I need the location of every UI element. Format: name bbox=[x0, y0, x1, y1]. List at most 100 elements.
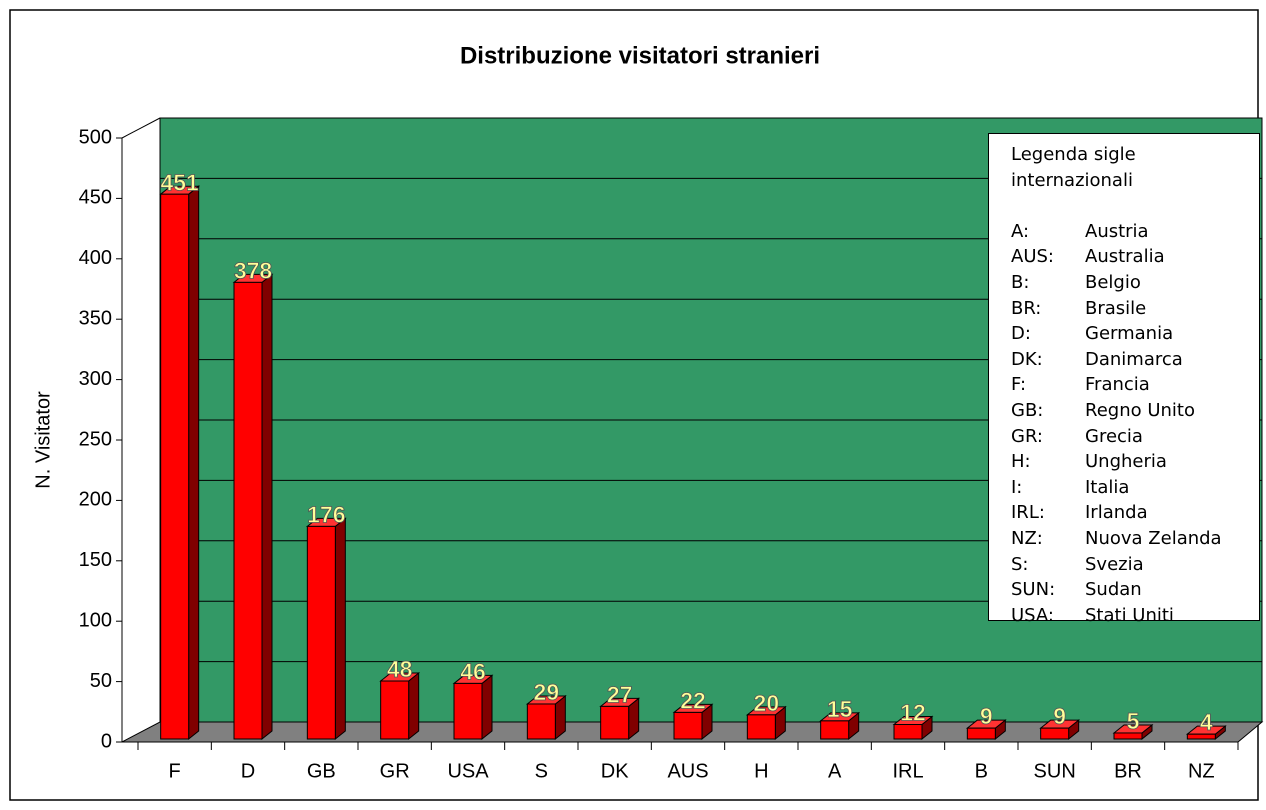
data-label: 15 bbox=[827, 696, 853, 722]
legend-code: D: bbox=[1011, 323, 1031, 345]
y-tick-label: 100 bbox=[79, 609, 112, 631]
legend-entry: DK: Danimarca bbox=[1011, 347, 1259, 373]
bar bbox=[673, 711, 703, 740]
legend-name: Australia bbox=[1085, 246, 1165, 268]
bar bbox=[526, 703, 556, 740]
legend-name: Danimarca bbox=[1085, 348, 1183, 370]
legend-entry: F: Francia bbox=[1011, 372, 1259, 398]
bar bbox=[380, 680, 410, 740]
legend-code: A: bbox=[1011, 220, 1030, 242]
x-tick-label: S bbox=[535, 760, 548, 782]
bar-side bbox=[261, 273, 273, 741]
bar bbox=[820, 720, 850, 740]
bar bbox=[1040, 727, 1070, 740]
data-label: 176 bbox=[307, 501, 345, 527]
legend-code: S: bbox=[1011, 553, 1029, 575]
legend-code: GB: bbox=[1011, 399, 1044, 421]
bar bbox=[600, 705, 630, 740]
legend-name: Sudan bbox=[1085, 579, 1142, 601]
x-tick-label: NZ bbox=[1188, 760, 1215, 782]
legend-code: BR: bbox=[1011, 297, 1042, 319]
bar-side bbox=[334, 517, 346, 741]
legend-name: Regno Unito bbox=[1085, 399, 1195, 421]
bar bbox=[1186, 733, 1216, 740]
legend-code: AUS: bbox=[1011, 246, 1054, 268]
legend-entry: SUN: Sudan bbox=[1011, 577, 1259, 603]
data-label: 46 bbox=[460, 659, 486, 685]
data-label: 5 bbox=[1127, 708, 1140, 734]
y-tick-label: 300 bbox=[79, 368, 112, 390]
legend-name: Irlanda bbox=[1085, 502, 1148, 524]
legend-code: F: bbox=[1011, 374, 1027, 396]
legend-entry: H: Ungheria bbox=[1011, 449, 1259, 475]
side-top-edge bbox=[121, 117, 161, 139]
x-tick-label: AUS bbox=[667, 760, 708, 782]
x-tick-label: F bbox=[169, 760, 181, 782]
legend-title: Legenda sigle internazionali bbox=[1011, 144, 1136, 191]
y-tick-label: 450 bbox=[79, 187, 112, 209]
data-label: 9 bbox=[980, 703, 993, 729]
legend-entry: GR: Grecia bbox=[1011, 424, 1259, 450]
legend-entry: S: Svezia bbox=[1011, 552, 1259, 578]
legend-name: Francia bbox=[1085, 374, 1150, 396]
y-tick-label: 350 bbox=[79, 307, 112, 329]
x-tick-label: H bbox=[754, 760, 768, 782]
x-tick-label: IRL bbox=[892, 760, 923, 782]
data-label: 4 bbox=[1200, 709, 1213, 735]
chart-title: Distribuzione visitatori stranieri bbox=[460, 42, 820, 69]
data-label: 378 bbox=[234, 257, 273, 283]
legend-name: Stati Uniti bbox=[1085, 604, 1174, 626]
x-tick-label: DK bbox=[601, 760, 629, 782]
legend-entry: NZ: Nuova Zelanda bbox=[1011, 526, 1259, 552]
x-tick-label: GB bbox=[307, 760, 336, 782]
legend-name: Brasile bbox=[1085, 297, 1147, 319]
legend-entry: GB: Regno Unito bbox=[1011, 398, 1259, 424]
legend-entry: AUS: Australia bbox=[1011, 244, 1259, 270]
data-label: 22 bbox=[680, 688, 706, 714]
bar bbox=[306, 525, 336, 740]
bar bbox=[893, 724, 923, 740]
data-label: 20 bbox=[754, 690, 780, 716]
legend-name: Italia bbox=[1085, 476, 1130, 498]
x-tick-label: A bbox=[828, 760, 842, 782]
y-tick-label: 150 bbox=[79, 549, 112, 571]
bar bbox=[160, 193, 190, 740]
data-label: 12 bbox=[900, 700, 926, 726]
legend-name: Germania bbox=[1085, 323, 1174, 345]
legend-name: Grecia bbox=[1085, 425, 1143, 447]
x-tick-label: D bbox=[241, 760, 255, 782]
legend-code: H: bbox=[1011, 451, 1031, 473]
y-tick-label: 500 bbox=[79, 126, 112, 148]
bar bbox=[1113, 732, 1143, 740]
legend-name: Ungheria bbox=[1085, 451, 1167, 473]
legend-entry: B: Belgio bbox=[1011, 270, 1259, 296]
legend-entry: BR: Brasile bbox=[1011, 296, 1259, 322]
legend-code: B: bbox=[1011, 271, 1030, 293]
bar bbox=[966, 727, 996, 740]
data-label: 29 bbox=[534, 679, 560, 705]
data-label: 9 bbox=[1053, 703, 1066, 729]
legend-name: Belgio bbox=[1085, 271, 1141, 293]
x-tick-label: USA bbox=[447, 760, 489, 782]
legend-entry: IRL: Irlanda bbox=[1011, 500, 1259, 526]
bar bbox=[233, 281, 263, 740]
legend-entry: USA: Stati Uniti bbox=[1011, 603, 1259, 629]
legend-name: Austria bbox=[1085, 220, 1149, 242]
y-tick-label: 0 bbox=[101, 730, 112, 752]
legend-box: Legenda sigle internazionali A: Austria AU… bbox=[988, 133, 1260, 626]
bar-side bbox=[481, 674, 493, 741]
legend-code: GR: bbox=[1011, 425, 1043, 447]
x-tick-label: B bbox=[975, 760, 988, 782]
y-axis-label: N. Visitator bbox=[32, 391, 54, 489]
data-label: 48 bbox=[387, 656, 413, 682]
x-tick-label: SUN bbox=[1034, 760, 1076, 782]
legend-entry: D: Germania bbox=[1011, 321, 1259, 347]
y-tick-label: 400 bbox=[79, 247, 112, 269]
x-tick-label: BR bbox=[1114, 760, 1142, 782]
legend-code: NZ: bbox=[1011, 527, 1043, 549]
legend-entry: I: Italia bbox=[1011, 475, 1259, 501]
x-tick-label: GR bbox=[380, 760, 410, 782]
bar bbox=[453, 682, 483, 740]
bar-side bbox=[408, 671, 420, 741]
